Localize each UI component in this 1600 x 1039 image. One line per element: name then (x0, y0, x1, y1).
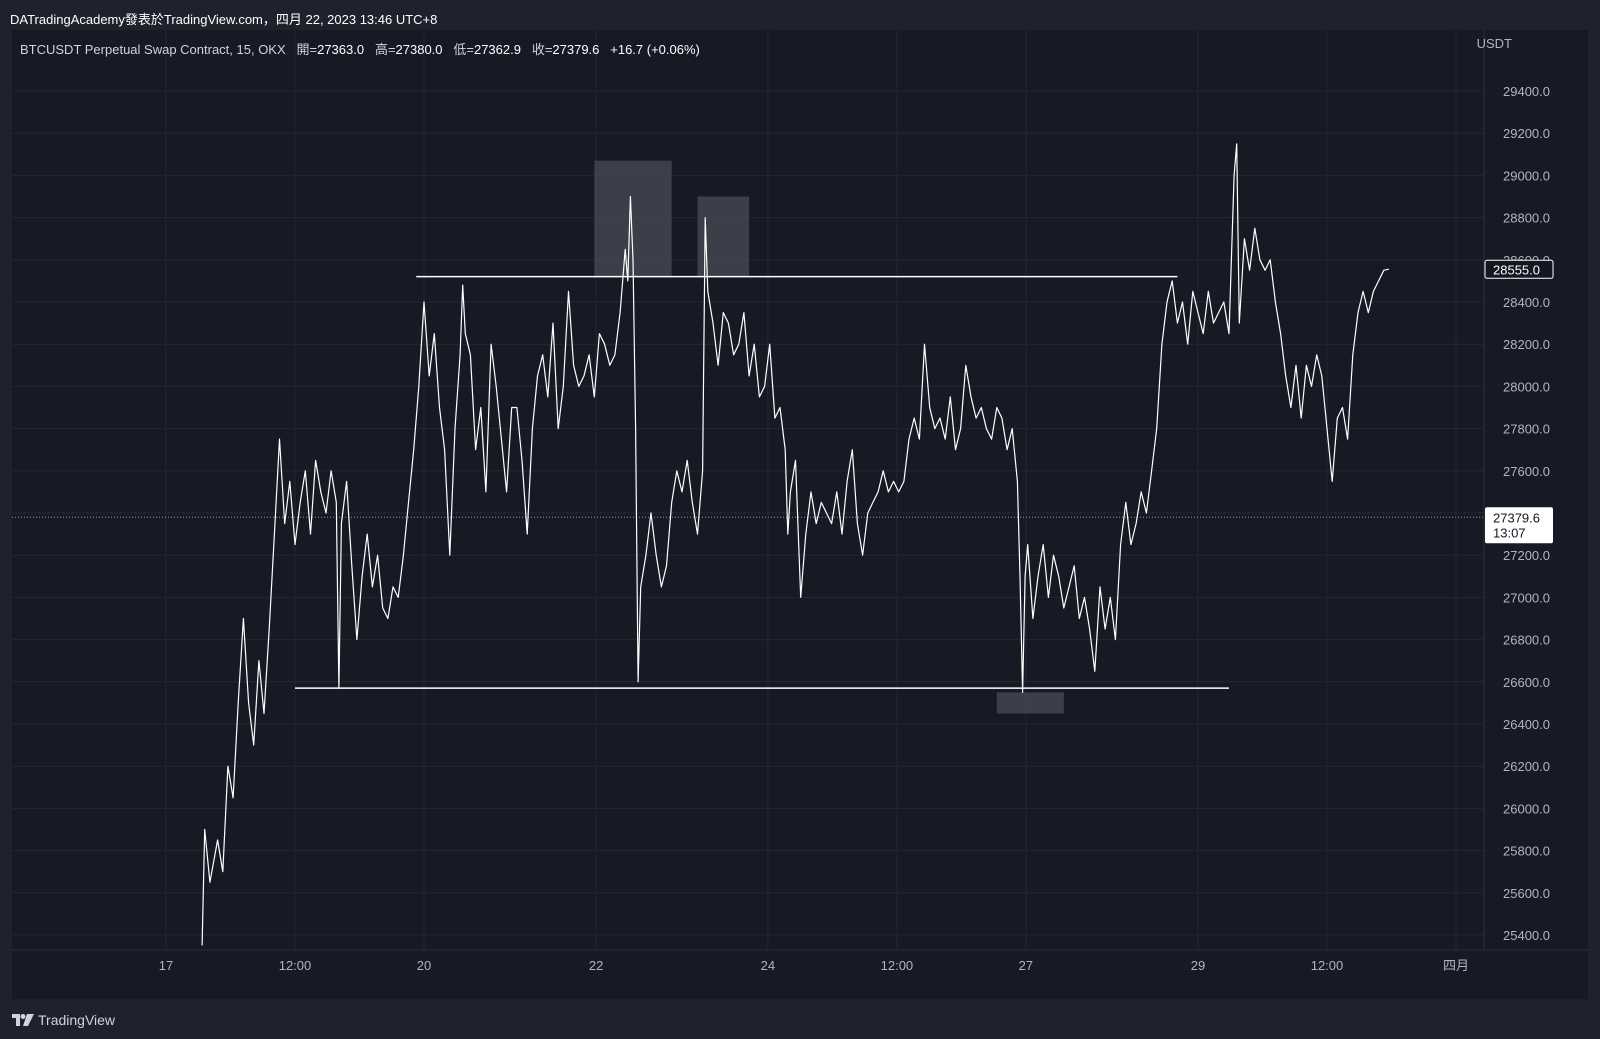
open-value: 27363.0 (317, 42, 365, 57)
time-tick-label: 12:00 (1311, 958, 1344, 973)
price-tag (1484, 259, 1554, 279)
price-tick-label: 25600.0 (1503, 886, 1550, 901)
price-tick-label: 25800.0 (1503, 844, 1550, 859)
shaded-zone (996, 692, 1064, 714)
price-tick-label: 27600.0 (1503, 464, 1550, 479)
high-label: 高= (374, 42, 396, 57)
change-value: +16.7 (+0.06%) (610, 42, 700, 57)
price-tick-label: 29400.0 (1503, 84, 1550, 99)
brand-name: TradingView (38, 1012, 116, 1028)
high-value: 27380.0 (395, 42, 443, 57)
symbol-name: BTCUSDT Perpetual Swap Contract, 15, OKX (20, 42, 286, 57)
current-price-tag-countdown: 13:07 (1493, 525, 1526, 540)
time-tick-label: 四月 (1443, 958, 1469, 973)
time-tick-label: 12:00 (279, 958, 312, 973)
price-tick-label: 28200.0 (1503, 337, 1550, 352)
tradingview-logo-icon (12, 1014, 34, 1026)
price-tick-label: 27000.0 (1503, 590, 1550, 605)
price-tick-label: 28400.0 (1503, 295, 1550, 310)
price-tick-label: 26600.0 (1503, 675, 1550, 690)
low-value: 27362.9 (473, 42, 521, 57)
publish-attribution: DATradingAcademy發表於TradingView.com，四月 22… (10, 12, 438, 27)
time-tick-label: 29 (1191, 958, 1205, 973)
price-tick-label: 28800.0 (1503, 211, 1550, 226)
time-tick-label: 24 (761, 958, 775, 973)
price-chart[interactable]: 25400.0 25600.0 25800.0 26000.0 26200.0 26400… (12, 30, 1588, 999)
close-label: 收= (531, 42, 553, 57)
time-tick-label: 20 (417, 958, 431, 973)
current-price-tag (1485, 507, 1553, 544)
time-tick-label: 27 (1019, 958, 1033, 973)
time-tick-label: 12:00 (881, 958, 914, 973)
low-label: 低= (453, 42, 474, 57)
price-tag-value: 28555.0 (1493, 262, 1540, 277)
chart-panel[interactable]: 25400.0 25600.0 25800.0 26000.0 26200.0 26400… (12, 30, 1588, 999)
price-tick-label: 27800.0 (1503, 422, 1550, 437)
price-tick-label: 26400.0 (1503, 717, 1550, 732)
price-tick-label: 26000.0 (1503, 801, 1550, 816)
price-tick-label: 26800.0 (1503, 633, 1550, 648)
tradingview-brand[interactable]: TradingView (12, 1010, 115, 1030)
time-tick-label: 17 (159, 958, 173, 973)
price-tick-label: 29000.0 (1503, 168, 1550, 183)
price-series-line (201, 143, 1390, 946)
price-tick-label: 29200.0 (1503, 126, 1550, 141)
price-tick-label: 28000.0 (1503, 379, 1550, 394)
top-bar: DATradingAcademy發表於TradingView.com，四月 22… (0, 0, 1600, 30)
price-tick-label: 26200.0 (1503, 759, 1550, 774)
close-value: 27379.6 (552, 42, 600, 57)
price-axis-unit: USDT (1477, 36, 1512, 51)
open-label: 開= (296, 42, 318, 57)
time-tick-label: 22 (589, 958, 603, 973)
symbol-legend: BTCUSDT Perpetual Swap Contract, 15, OKX… (20, 39, 700, 58)
price-tick-label: 25400.0 (1503, 928, 1550, 943)
current-price-tag-value: 27379.6 (1493, 510, 1540, 525)
price-tick-label: 27200.0 (1503, 548, 1550, 563)
footer-bar: TradingView (0, 999, 1600, 1039)
